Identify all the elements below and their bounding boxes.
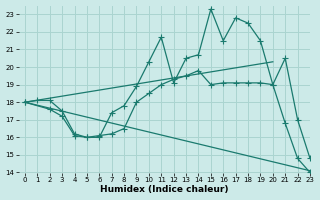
X-axis label: Humidex (Indice chaleur): Humidex (Indice chaleur) [100, 185, 228, 194]
